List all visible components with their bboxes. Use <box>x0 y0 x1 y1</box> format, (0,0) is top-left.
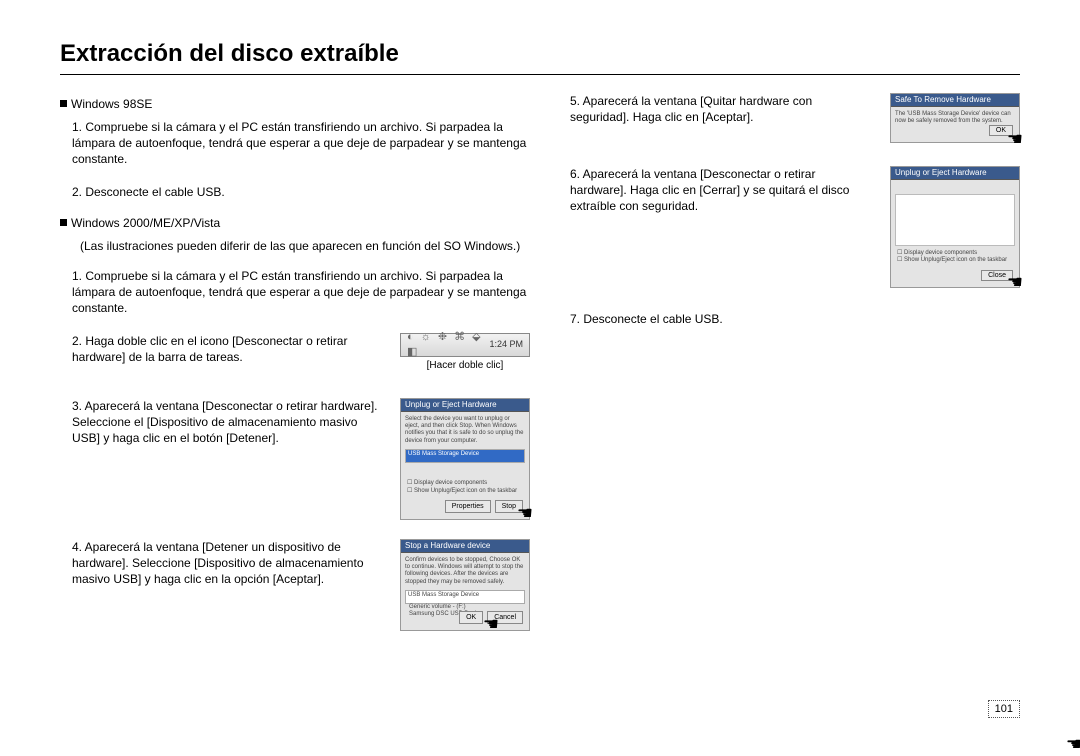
dlg3-body: Select the device you want to unplug or … <box>401 412 529 467</box>
dlg4-cancel-btn: Cancel <box>487 611 523 624</box>
dlg3-titlebar: Unplug or Eject Hardware <box>401 399 529 412</box>
s2-step1-text: 1. Compruebe si la cámara y el PC están … <box>72 268 530 317</box>
s2-step6-text: 6. Aparecerá la ventana [Desconectar o r… <box>570 166 870 215</box>
s1-step2: 2. Desconecte el cable USB. <box>72 184 530 200</box>
dlg3-check1: Display device components <box>414 480 487 486</box>
s2-step2-text: 2. Haga doble clic en el icono [Desconec… <box>72 333 380 365</box>
dlg3-item: USB Mass Storage Device <box>405 449 525 463</box>
dlg3-check2: Show Unplug/Eject icon on the taskbar <box>414 488 517 494</box>
s2-step4: 4. Aparecerá la ventana [Detener un disp… <box>72 539 530 634</box>
dlg3-desc: Select the device you want to unplug or … <box>405 416 525 445</box>
s2-step4-text: 4. Aparecerá la ventana [Detener un disp… <box>72 539 380 588</box>
dlg4-titlebar: Stop a Hardware device <box>401 540 529 553</box>
dlg-unplug2-img: Unplug or Eject Hardware ☐ Display devic… <box>890 166 1020 288</box>
dlg4-ok-btn: OK <box>459 611 483 624</box>
dlg6-titlebar: Unplug or Eject Hardware <box>891 167 1019 180</box>
dlg6-checks: ☐ Display device components ☐ Show Unplu… <box>897 249 1007 263</box>
page-title: Extracción del disco extraíble <box>60 40 1020 75</box>
left-column: Windows 98SE 1. Compruebe si la cámara y… <box>60 93 530 650</box>
s2-step6: 6. Aparecerá la ventana [Desconectar o r… <box>570 166 1020 291</box>
section-98se-label: Windows 98SE <box>71 97 152 111</box>
tray-time: 1:24 PM <box>489 338 523 350</box>
dlg3-stop-btn: Stop <box>495 500 523 513</box>
section-98se-head: Windows 98SE <box>60 97 530 111</box>
s2-step1: 1. Compruebe si la cámara y el PC están … <box>72 268 530 317</box>
dlg3-properties-btn: Properties <box>445 500 491 513</box>
dlg-stop-img: Stop a Hardware device Confirm devices t… <box>400 539 530 631</box>
s2-step3-text: 3. Aparecerá la ventana [Desconectar o r… <box>72 398 380 447</box>
taskbar-tray-img: ◐ ☼ ❉ ⌘ ⬙ ◧ 1:24 PM ☚ <box>400 333 530 357</box>
dlg-unplug-img: Unplug or Eject Hardware Select the devi… <box>400 398 530 520</box>
page-number: 101 <box>988 700 1020 718</box>
tray-icons: ◐ ☼ ❉ ⌘ ⬙ ◧ <box>407 330 483 360</box>
dlg4-item1: USB Mass Storage Device <box>405 590 525 604</box>
s2-step5-text: 5. Aparecerá la ventana [Quitar hardware… <box>570 93 870 125</box>
dlg6-close-btn: Close <box>981 270 1013 281</box>
dlg5-ok-btn: OK <box>989 125 1013 136</box>
bullet-icon <box>60 219 67 226</box>
tray-caption: [Hacer doble clic] <box>400 359 530 373</box>
dlg4-desc: Confirm devices to be stopped, Choose OK… <box>405 557 525 586</box>
dlg6-body <box>891 180 1019 250</box>
right-column: 5. Aparecerá la ventana [Quitar hardware… <box>570 93 1020 650</box>
section-2000-note: (Las ilustraciones pueden diferir de las… <box>80 238 530 254</box>
s1-step2-text: 2. Desconecte el cable USB. <box>72 184 530 200</box>
dlg3-checks: ☐ Display device components ☐ Show Unplu… <box>407 479 517 495</box>
hand-pointer-icon: ☚ <box>1066 732 1080 756</box>
dlg6-check2: Show Unplug/Eject icon on the taskbar <box>904 257 1007 263</box>
dlg5-titlebar: Safe To Remove Hardware <box>891 94 1019 107</box>
s1-step1: 1. Compruebe si la cámara y el PC están … <box>72 119 530 168</box>
dlg-safe-img: Safe To Remove Hardware The 'USB Mass St… <box>890 93 1020 143</box>
s2-step7-text: 7. Desconecte el cable USB. <box>570 311 870 327</box>
s2-step5: 5. Aparecerá la ventana [Quitar hardware… <box>570 93 1020 146</box>
s1-step1-text: 1. Compruebe si la cámara y el PC están … <box>72 119 530 168</box>
s2-step2: 2. Haga doble clic en el icono [Desconec… <box>72 333 530 383</box>
s2-step7: 7. Desconecte el cable USB. <box>570 311 1020 327</box>
s2-step3: 3. Aparecerá la ventana [Desconectar o r… <box>72 398 530 523</box>
bullet-icon <box>60 100 67 107</box>
section-2000-head: Windows 2000/ME/XP/Vista <box>60 216 530 230</box>
section-2000-label: Windows 2000/ME/XP/Vista <box>71 216 220 230</box>
